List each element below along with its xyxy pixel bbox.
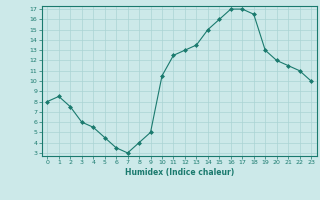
X-axis label: Humidex (Indice chaleur): Humidex (Indice chaleur) [124,168,234,177]
